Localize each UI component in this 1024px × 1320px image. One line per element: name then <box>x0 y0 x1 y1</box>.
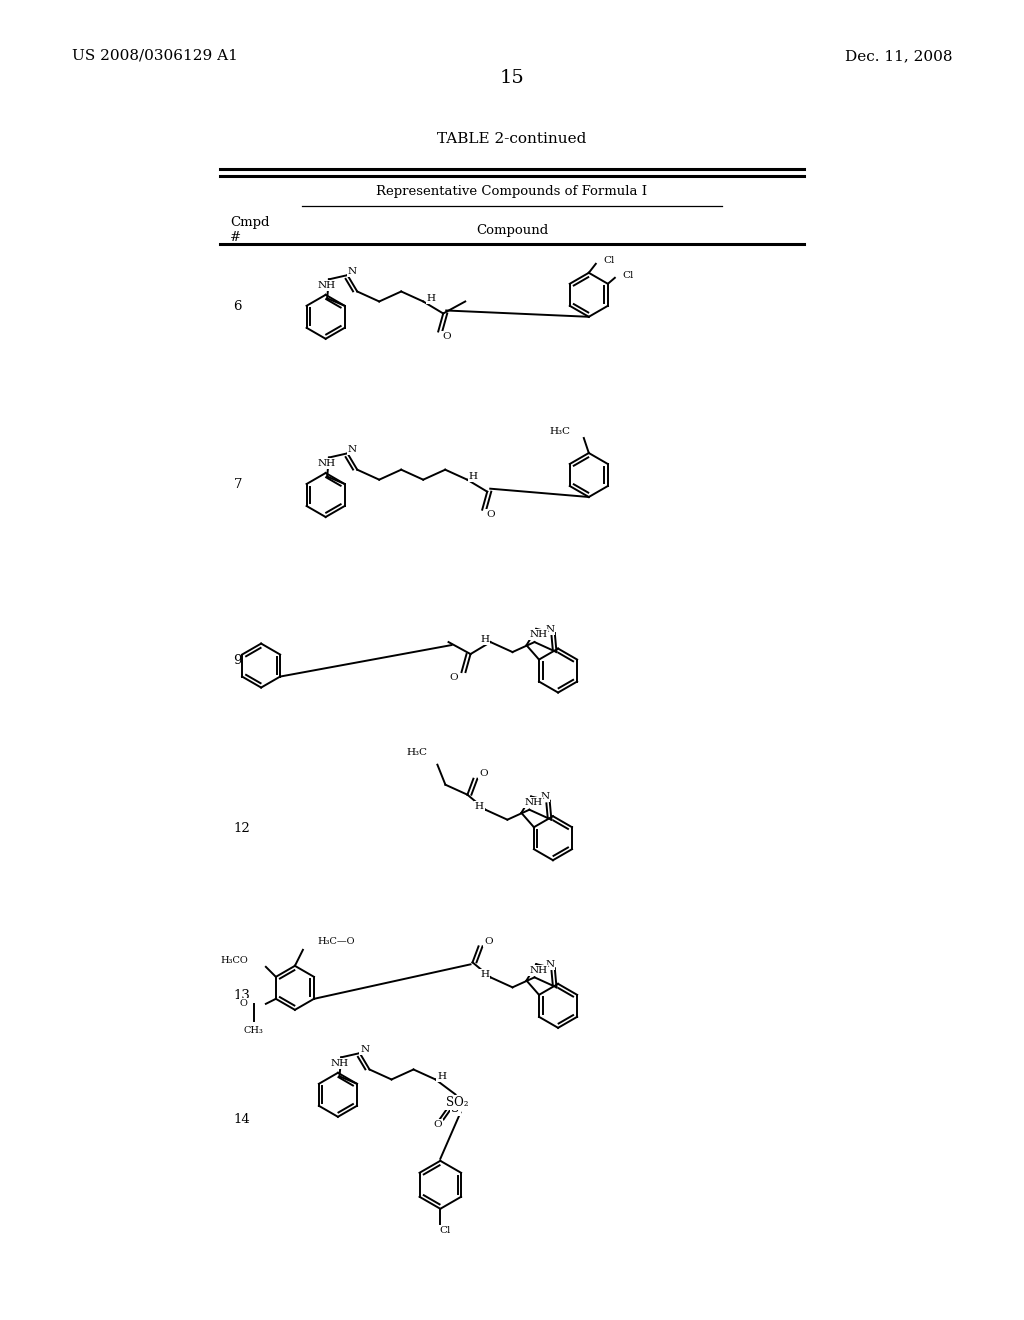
Text: O: O <box>433 1119 441 1129</box>
Text: Representative Compounds of Formula I: Representative Compounds of Formula I <box>377 185 647 198</box>
Text: N: N <box>348 267 357 276</box>
Text: 15: 15 <box>500 69 524 87</box>
Text: N: N <box>545 624 554 634</box>
Text: 6: 6 <box>233 300 242 313</box>
Text: CH₃: CH₃ <box>244 1027 264 1035</box>
Text: 7: 7 <box>233 479 242 491</box>
Text: Dec. 11, 2008: Dec. 11, 2008 <box>845 49 952 63</box>
Text: 9: 9 <box>233 655 242 667</box>
Text: O: O <box>484 937 493 946</box>
Text: NH: NH <box>529 631 547 639</box>
Text: H: H <box>475 803 484 812</box>
Text: Cmpd: Cmpd <box>230 216 270 230</box>
Text: H: H <box>480 635 489 644</box>
Text: O: O <box>442 331 451 341</box>
Text: 12: 12 <box>233 821 250 834</box>
Text: O: O <box>240 999 248 1008</box>
Text: O: O <box>486 510 495 519</box>
Text: O: O <box>449 673 458 681</box>
Text: NH: NH <box>524 799 542 807</box>
Text: US 2008/0306129 A1: US 2008/0306129 A1 <box>72 49 238 63</box>
Text: NH: NH <box>330 1059 348 1068</box>
Text: Cl: Cl <box>604 256 615 265</box>
Text: H₃CO: H₃CO <box>220 956 248 965</box>
Text: H₃C: H₃C <box>550 426 570 436</box>
Text: 14: 14 <box>233 1113 250 1126</box>
Text: H: H <box>427 294 436 304</box>
Text: H₃C: H₃C <box>407 748 427 758</box>
Text: Cl: Cl <box>623 272 634 280</box>
Text: N: N <box>348 445 357 454</box>
Text: NH: NH <box>529 966 547 974</box>
Text: H: H <box>480 970 489 979</box>
Text: H₃C—O: H₃C—O <box>316 937 354 946</box>
Text: N: N <box>540 792 549 801</box>
Text: N: N <box>545 960 554 969</box>
Text: S: S <box>452 1102 460 1115</box>
Text: TABLE 2-continued: TABLE 2-continued <box>437 132 587 147</box>
Text: Compound: Compound <box>476 224 548 238</box>
Text: #: # <box>230 231 242 244</box>
Text: H: H <box>437 1072 446 1081</box>
Text: H: H <box>469 473 478 482</box>
Text: 13: 13 <box>233 990 250 1002</box>
Text: NH: NH <box>317 281 336 290</box>
Text: N: N <box>360 1044 370 1053</box>
Text: NH: NH <box>317 459 336 469</box>
Text: Cl: Cl <box>439 1226 451 1236</box>
Text: O: O <box>479 770 487 779</box>
Text: SO₂: SO₂ <box>446 1096 469 1109</box>
